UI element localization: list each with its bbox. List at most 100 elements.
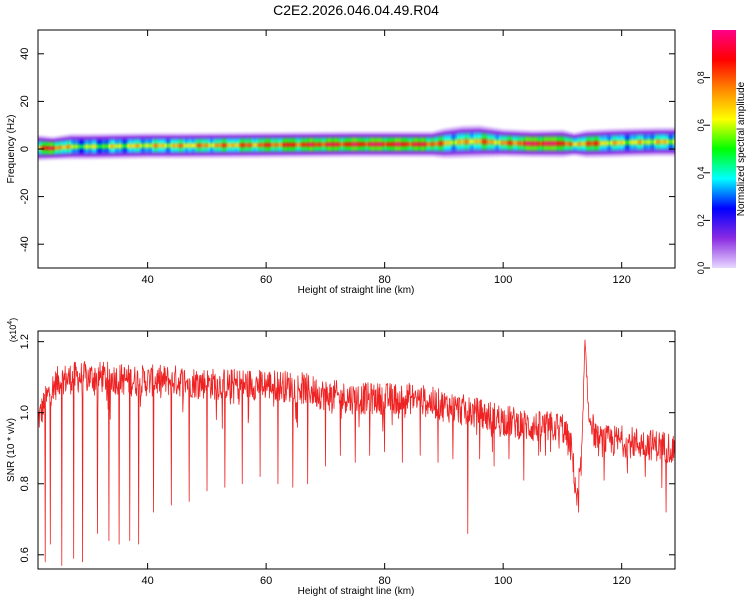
spectrogram-column	[91, 132, 95, 161]
spectrogram-column	[471, 124, 475, 159]
spectrogram-column	[658, 126, 661, 158]
spectrogram-column	[415, 130, 419, 158]
spectrogram-column	[473, 124, 477, 159]
spectrogram-column	[73, 133, 76, 161]
spectrogram-column	[98, 132, 101, 161]
spectrogram-column	[635, 127, 638, 158]
spectrogram-column	[656, 126, 659, 158]
spectrogram-column	[123, 132, 126, 160]
spectrogram-column	[44, 135, 47, 162]
spectrogram-column	[504, 128, 508, 158]
spectrogram-column	[417, 130, 421, 158]
spectrogram-column	[548, 129, 551, 159]
snr-series-line	[38, 339, 675, 566]
spectrogram-x-tick-label: 60	[260, 274, 272, 286]
spectrogram-column	[585, 128, 589, 159]
spectrogram-column	[166, 132, 170, 160]
spectrogram-column	[562, 129, 566, 159]
spectrogram-column	[612, 127, 616, 159]
spectrogram-column	[653, 126, 657, 158]
spectrogram-column	[602, 128, 605, 159]
colorbar-tick-label: 0.0	[696, 262, 706, 275]
spectrogram-column	[191, 131, 195, 160]
spectrogram-column	[485, 125, 489, 159]
spectrogram-column	[463, 124, 466, 159]
spectrogram-column	[214, 131, 217, 159]
spectrogram-column	[483, 125, 487, 159]
spectrogram-column	[560, 128, 564, 159]
spectrogram-column	[523, 129, 526, 158]
spectrogram-column	[168, 132, 172, 160]
spectrogram-column	[280, 131, 284, 159]
spectrogram-column	[179, 132, 182, 160]
spectrogram-column	[620, 127, 624, 158]
spectrogram-column	[510, 128, 514, 158]
spectrogram-column	[355, 130, 358, 158]
spectrogram-column	[581, 129, 585, 158]
spectrogram-column	[469, 124, 473, 159]
spectrogram-column	[247, 131, 251, 159]
spectrogram-column	[668, 126, 672, 158]
spectrogram-column	[347, 130, 350, 158]
spectrogram-column	[631, 127, 634, 158]
spectrogram-column	[46, 135, 49, 161]
spectrogram-column	[131, 132, 135, 160]
spectrogram-column	[641, 126, 645, 158]
colorbar-gradient	[712, 30, 736, 268]
spectrogram-column	[220, 131, 224, 159]
spectrogram-column	[226, 131, 230, 159]
spectrogram-column	[141, 132, 145, 160]
spectrogram-column	[67, 133, 70, 161]
spectrogram-column	[475, 124, 479, 159]
spectrogram-column	[664, 126, 668, 158]
spectrogram-column	[162, 132, 166, 160]
snr-y-tick-label: 1.0	[19, 405, 31, 420]
snr-y-tick-label: 0.6	[19, 547, 31, 562]
spectrogram-column	[212, 131, 215, 159]
spectrogram-column	[587, 128, 591, 159]
spectrogram-column	[293, 131, 296, 159]
spectrogram-column	[313, 130, 317, 159]
spectrogram-column	[448, 126, 452, 160]
spectrogram-column	[502, 128, 506, 158]
spectrogram-column	[185, 132, 188, 160]
spectrogram-column	[116, 132, 120, 160]
spectrogram-column	[459, 124, 462, 160]
spectrogram-y-tick-label: -40	[19, 236, 31, 252]
spectrogram-column	[432, 130, 435, 158]
spectrogram-column	[394, 130, 398, 158]
spectrogram-column	[303, 131, 307, 159]
spectrogram-x-tick-label: 80	[379, 274, 391, 286]
spectrogram-column	[322, 130, 325, 159]
spectrogram-column	[533, 129, 537, 159]
spectrogram-column	[388, 130, 392, 158]
spectrogram-y-tick-label: 40	[19, 48, 31, 60]
spectrogram-column	[568, 130, 572, 158]
spectrogram-column	[218, 131, 222, 159]
spectrogram-column	[344, 130, 348, 158]
spectrogram-column	[203, 131, 207, 160]
spectrogram-column	[48, 135, 52, 161]
spectrogram-column	[490, 126, 493, 159]
spectrogram-column	[301, 131, 305, 159]
spectrogram-column	[332, 130, 336, 158]
spectrogram-column	[639, 126, 643, 158]
spectrogram-column	[87, 133, 91, 161]
spectrogram-column	[158, 132, 161, 160]
spectrogram-column	[311, 131, 315, 159]
spectrogram-column	[189, 131, 193, 160]
spectrogram-column	[54, 135, 58, 161]
spectrogram-column	[527, 129, 531, 158]
spectrogram-column	[64, 133, 68, 161]
spectrogram-column	[517, 128, 520, 158]
spectrogram-column	[58, 134, 62, 161]
spectrogram-column	[519, 128, 522, 158]
figure-title: C2E2.2026.046.04.49.R04	[273, 2, 439, 18]
spectrogram-column	[62, 134, 66, 161]
spectrogram-column	[145, 132, 149, 160]
spectrogram-column	[110, 132, 114, 160]
spectrogram-column	[629, 127, 632, 158]
spectrogram-column	[564, 129, 568, 158]
spectrogram-column	[373, 130, 377, 158]
spectrogram-column	[392, 130, 396, 158]
